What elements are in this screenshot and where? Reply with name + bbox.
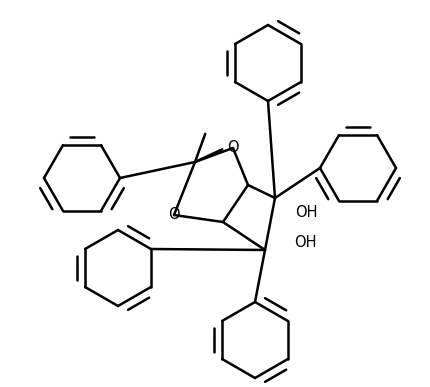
Text: OH: OH bbox=[293, 236, 316, 250]
Text: O: O bbox=[227, 140, 238, 156]
Text: OH: OH bbox=[294, 205, 317, 221]
Text: O: O bbox=[168, 207, 179, 223]
